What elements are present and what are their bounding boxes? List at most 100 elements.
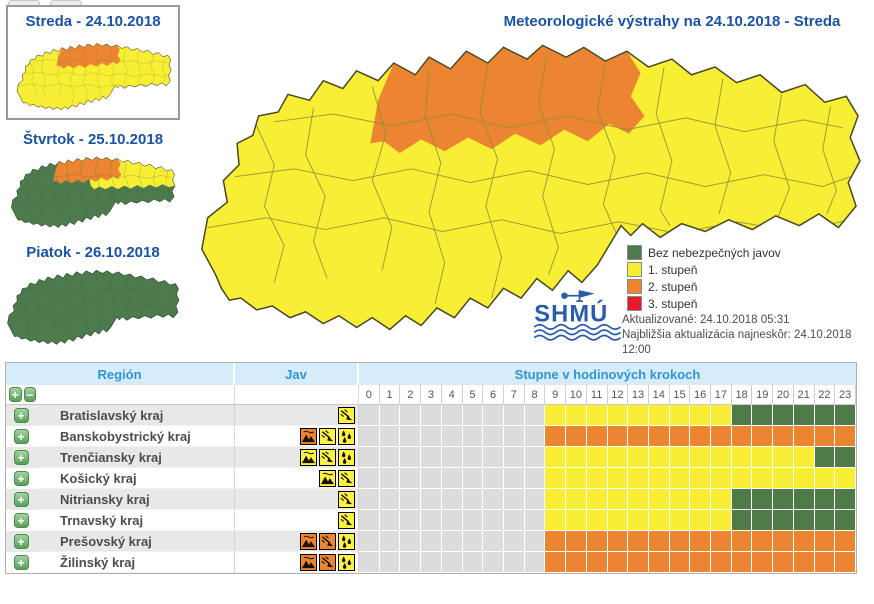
wind-warning-icon: [338, 490, 355, 508]
hour-level-cell: [607, 552, 629, 573]
hour-level-cell: [690, 447, 712, 468]
mountains-warning-icon: [300, 427, 317, 445]
hour-level-cell: [607, 489, 629, 510]
hour-cells: [359, 468, 856, 489]
hour-cells: [359, 405, 856, 426]
row-expand-button[interactable]: +: [13, 429, 29, 444]
hour-level-cell: [359, 447, 380, 468]
hour-header-cell: 23: [835, 385, 856, 404]
hour-level-cell: [400, 531, 422, 552]
hour-level-cell: [421, 552, 442, 573]
hour-level-cell: [462, 426, 484, 447]
wind-warning-icon: [319, 427, 336, 445]
page-title: Meteorologické výstrahy na 24.10.2018 - …: [503, 13, 841, 30]
hour-level-cell: [462, 531, 484, 552]
hour-level-cell: [607, 531, 629, 552]
legend-swatch: [627, 262, 642, 277]
mini-map-piatok[interactable]: [4, 263, 180, 350]
hour-header-cell: 19: [752, 385, 774, 404]
hour-header-cell: 20: [773, 385, 794, 404]
hour-level-cell: [607, 468, 629, 489]
hour-level-cell: [669, 489, 691, 510]
hour-level-cell: [462, 447, 484, 468]
hour-header-cell: 15: [670, 385, 691, 404]
hour-header-cell: 2: [400, 385, 422, 404]
legend-swatch: [627, 279, 642, 294]
mini-map-stvrtok[interactable]: [8, 150, 176, 233]
hour-level-cell: [359, 489, 380, 510]
hour-level-cell: [441, 405, 463, 426]
row-expand-button[interactable]: +: [13, 450, 29, 465]
column-header-steps: Stupne v hodinových krokoch: [514, 366, 701, 382]
row-expand-button[interactable]: +: [13, 492, 29, 507]
hour-level-cell: [669, 552, 691, 573]
next-update-text: Najbližšia aktualizácia najneskôr: 24.10…: [622, 328, 852, 356]
hour-level-cell: [586, 531, 608, 552]
hour-level-cell: [711, 510, 732, 531]
hour-level-cell: [441, 426, 463, 447]
hour-level-cell: [690, 468, 712, 489]
jav-icons-cell: [235, 426, 359, 447]
wind-warning-icon: [319, 532, 336, 550]
row-expand-button[interactable]: +: [13, 408, 29, 423]
hour-level-cell: [731, 426, 753, 447]
hour-level-cell: [607, 405, 629, 426]
hour-level-cell: [752, 531, 774, 552]
hour-cells: [359, 531, 856, 552]
hour-level-cell: [545, 552, 567, 573]
legend-swatch: [627, 245, 642, 260]
tab-stub-right[interactable]: [50, 0, 82, 6]
hour-level-cell: [648, 405, 670, 426]
expand-all-button[interactable]: +: [9, 387, 22, 402]
hour-level-cell: [379, 405, 401, 426]
jav-icons-cell: [235, 489, 359, 510]
collapse-all-button[interactable]: −: [23, 387, 36, 402]
hour-header-cell: 4: [442, 385, 463, 404]
hour-level-cell: [628, 552, 649, 573]
hour-header-cell: 18: [732, 385, 753, 404]
row-expand-button[interactable]: +: [13, 534, 29, 549]
hour-level-cell: [628, 510, 649, 531]
row-expand-button[interactable]: +: [13, 555, 29, 570]
wind-warning-icon: [338, 406, 355, 424]
hour-level-cell: [483, 426, 504, 447]
jav-icons-cell: [235, 552, 359, 573]
hour-level-cell: [421, 531, 442, 552]
region-name: Košický kraj: [36, 468, 235, 489]
hours-header-cells: 0 1 2 3 4 5 6 7 8 9 10 11 12 13 14 15 16 17 18 19 20 21 22 23: [359, 385, 856, 404]
hour-level-cell: [669, 405, 691, 426]
updated-at-text: Aktualizované: 24.10.2018 05:31: [622, 314, 790, 326]
hour-level-cell: [628, 531, 649, 552]
hour-level-cell: [524, 489, 546, 510]
hour-level-cell: [835, 468, 856, 489]
hour-level-cell: [628, 405, 649, 426]
hour-level-cell: [586, 510, 608, 531]
hour-level-cell: [607, 510, 629, 531]
mini-map-title-piatok[interactable]: Piatok - 26.10.2018: [26, 244, 160, 261]
hour-level-cell: [421, 510, 442, 531]
legend-item: 3. stupeň: [627, 295, 781, 312]
row-expand-button[interactable]: +: [13, 513, 29, 528]
hour-level-cell: [731, 510, 753, 531]
table-row: + Trnavský kraj: [6, 510, 856, 531]
tab-stub-left[interactable]: [8, 0, 40, 6]
hour-level-cell: [441, 447, 463, 468]
hour-level-cell: [648, 510, 670, 531]
mountains-warning-icon: [319, 469, 336, 487]
region-name: Banskobystrický kraj: [36, 426, 235, 447]
mini-map-title-stvrtok[interactable]: Štvrtok - 25.10.2018: [22, 131, 164, 148]
rain-warning-icon: [338, 448, 355, 466]
mini-map-streda[interactable]: [13, 37, 173, 115]
table-row: + Trenčiansky kraj: [6, 447, 856, 468]
hour-level-cell: [731, 489, 753, 510]
hour-level-cell: [669, 510, 691, 531]
row-expand-button[interactable]: +: [13, 471, 29, 486]
hour-level-cell: [400, 426, 422, 447]
hour-level-cell: [814, 426, 836, 447]
hour-level-cell: [814, 447, 836, 468]
hour-level-cell: [835, 531, 856, 552]
hour-level-cell: [648, 468, 670, 489]
forecast-panel-streda[interactable]: Streda - 24.10.2018: [6, 5, 180, 120]
hour-level-cell: [752, 447, 774, 468]
hour-level-cell: [793, 447, 815, 468]
